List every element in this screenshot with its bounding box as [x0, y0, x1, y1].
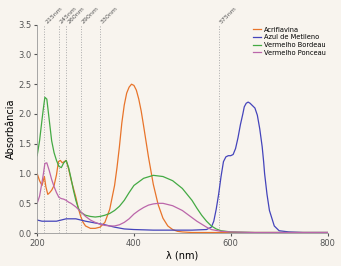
Vermelho Bordeau: [49, 139, 54, 142]
Vermelho Bordeau: [229, 230, 233, 234]
Azul de Metileno: [325, 231, 329, 234]
Vermelho Bordeau: [57, 165, 61, 168]
Vermelho Bordeau: [180, 187, 184, 190]
Legend: Acriflavina, Azul de Metileno, Vermelho Bordeau, Vermelho Ponceau: Acriflavina, Azul de Metileno, Vermelho …: [253, 27, 326, 56]
Vermelho Bordeau: [190, 199, 194, 202]
Vermelho Ponceau: [69, 202, 73, 205]
Vermelho Ponceau: [253, 231, 257, 234]
Line: Vermelho Ponceau: Vermelho Ponceau: [37, 163, 327, 232]
Vermelho Bordeau: [214, 227, 218, 231]
Vermelho Bordeau: [88, 215, 92, 218]
Acriflavina: [130, 83, 134, 86]
Acriflavina: [120, 121, 124, 124]
Azul de Metileno: [301, 231, 305, 234]
Vermelho Bordeau: [132, 184, 136, 187]
Vermelho Ponceau: [151, 202, 155, 206]
Acriflavina: [115, 166, 119, 169]
Text: 330nm: 330nm: [100, 6, 119, 25]
Vermelho Bordeau: [40, 118, 44, 122]
Vermelho Bordeau: [113, 209, 117, 212]
Vermelho Bordeau: [76, 206, 80, 210]
Vermelho Bordeau: [84, 214, 88, 217]
Acriflavina: [55, 173, 59, 176]
Vermelho Bordeau: [41, 106, 45, 110]
Line: Vermelho Bordeau: Vermelho Bordeau: [37, 97, 327, 232]
Vermelho Ponceau: [180, 209, 184, 212]
Vermelho Bordeau: [170, 179, 175, 182]
Azul de Metileno: [226, 154, 230, 157]
Text: 290nm: 290nm: [81, 6, 100, 25]
Vermelho Bordeau: [74, 199, 78, 202]
Vermelho Ponceau: [35, 202, 39, 205]
Text: 215nm: 215nm: [44, 6, 63, 25]
Vermelho Ponceau: [146, 203, 150, 207]
Vermelho Bordeau: [62, 161, 66, 164]
Acriflavina: [35, 172, 39, 175]
Vermelho Ponceau: [325, 231, 329, 234]
Vermelho Bordeau: [98, 215, 102, 218]
Vermelho Bordeau: [38, 139, 42, 142]
Vermelho Bordeau: [103, 214, 107, 217]
Vermelho Ponceau: [137, 209, 141, 212]
Acriflavina: [79, 215, 83, 218]
Vermelho Bordeau: [69, 177, 73, 180]
Acriflavina: [134, 89, 138, 92]
Vermelho Bordeau: [219, 229, 223, 232]
Vermelho Bordeau: [142, 177, 146, 180]
Vermelho Bordeau: [43, 96, 47, 99]
Acriflavina: [325, 231, 329, 234]
Vermelho Ponceau: [45, 161, 49, 164]
Azul de Metileno: [219, 175, 223, 178]
Azul de Metileno: [246, 101, 250, 104]
Vermelho Bordeau: [45, 98, 49, 101]
Line: Acriflavina: Acriflavina: [37, 84, 327, 232]
Vermelho Bordeau: [93, 215, 97, 219]
Vermelho Bordeau: [79, 211, 83, 214]
Vermelho Bordeau: [253, 231, 257, 234]
Vermelho Ponceau: [132, 213, 136, 216]
Azul de Metileno: [241, 113, 245, 116]
Acriflavina: [190, 231, 194, 234]
Vermelho Bordeau: [64, 159, 68, 162]
Vermelho Bordeau: [117, 205, 121, 208]
Vermelho Bordeau: [161, 175, 165, 178]
Vermelho Bordeau: [52, 151, 56, 154]
Azul de Metileno: [35, 218, 39, 222]
X-axis label: λ (nm): λ (nm): [166, 251, 198, 260]
Azul de Metileno: [55, 220, 59, 223]
Vermelho Bordeau: [325, 231, 329, 234]
Vermelho Bordeau: [199, 214, 204, 217]
Vermelho Bordeau: [195, 206, 199, 210]
Text: 260nm: 260nm: [66, 6, 85, 25]
Vermelho Bordeau: [205, 220, 209, 223]
Text: 245nm: 245nm: [59, 6, 78, 25]
Vermelho Bordeau: [66, 166, 71, 169]
Acriflavina: [122, 103, 126, 107]
Vermelho Bordeau: [185, 193, 189, 196]
Vermelho Bordeau: [151, 174, 155, 177]
Vermelho Bordeau: [108, 212, 112, 215]
Vermelho Bordeau: [47, 118, 51, 122]
Vermelho Bordeau: [209, 224, 213, 227]
Azul de Metileno: [236, 136, 240, 139]
Azul de Metileno: [190, 228, 194, 232]
Line: Azul de Metileno: Azul de Metileno: [37, 102, 327, 232]
Vermelho Bordeau: [277, 231, 281, 234]
Vermelho Bordeau: [122, 199, 126, 202]
Vermelho Bordeau: [71, 189, 75, 192]
Vermelho Bordeau: [35, 154, 39, 157]
Vermelho Bordeau: [127, 191, 131, 194]
Y-axis label: Absorbância: Absorbância: [5, 99, 16, 159]
Vermelho Bordeau: [55, 159, 59, 162]
Vermelho Bordeau: [59, 166, 63, 169]
Text: 575nm: 575nm: [219, 6, 238, 25]
